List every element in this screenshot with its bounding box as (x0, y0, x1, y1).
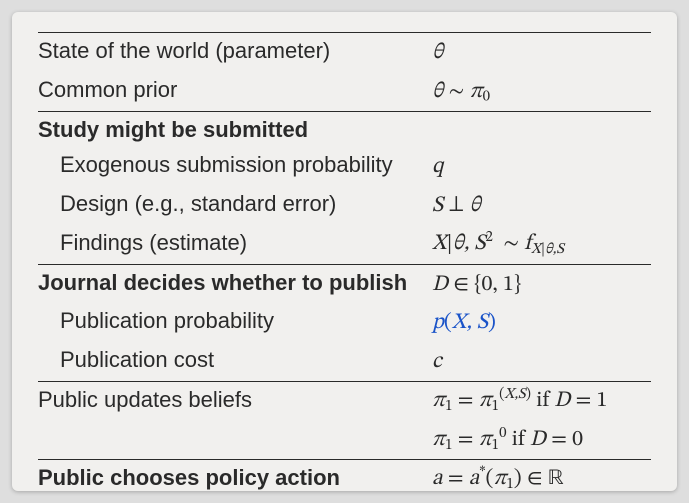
table-row: Design (e.g., standard error) S ⊥ θ (38, 186, 651, 225)
row-label: Public updates beliefs (38, 381, 418, 420)
row-value: θ (418, 33, 651, 72)
table-row: Public chooses policy action a = a*(π1) … (38, 459, 651, 498)
row-label: Utility (38, 499, 418, 503)
row-label: State of the world (parameter) (38, 33, 418, 72)
row-value: a = a*(π1) ∈ ℝ (418, 459, 651, 498)
table-row: Exogenous submission probability q (38, 147, 651, 186)
row-value: π1 = π1(X,S) if D = 1 (418, 381, 651, 420)
row-label: Public chooses policy action (38, 459, 418, 498)
row-value: U(a, θ) (418, 499, 651, 503)
row-value: S ⊥ θ (418, 186, 651, 225)
row-label (38, 421, 418, 460)
row-label: Publication cost (38, 342, 418, 381)
row-value: D ∈ {0, 1} (418, 264, 651, 303)
notation-table: State of the world (parameter) θ Common … (38, 32, 651, 503)
row-label: Exogenous submission probability (38, 147, 418, 186)
row-value: θ ∼ π0 (418, 72, 651, 111)
row-label: Study might be submitted (38, 111, 418, 147)
table-row: π1 = π10 if D = 0 (38, 421, 651, 460)
row-value: X|θ, S2 ∼ fX|θ,S (418, 225, 651, 264)
table-row: Common prior θ ∼ π0 (38, 72, 651, 111)
table-row: Study might be submitted (38, 111, 651, 147)
row-value: π1 = π10 if D = 0 (418, 421, 651, 460)
row-value: c (418, 342, 651, 381)
table-row: Publication probability p(X, S) (38, 303, 651, 342)
table-row: Journal decides whether to publish D ∈ {… (38, 264, 651, 303)
table-row: Public updates beliefs π1 = π1(X,S) if D… (38, 381, 651, 420)
row-label: Findings (estimate) (38, 225, 418, 264)
row-label: Design (e.g., standard error) (38, 186, 418, 225)
row-value: p(X, S) (418, 303, 651, 342)
row-value (418, 111, 651, 147)
table-row: Utility U(a, θ) (38, 499, 651, 503)
row-label: Common prior (38, 72, 418, 111)
table-row: Findings (estimate) X|θ, S2 ∼ fX|θ,S (38, 225, 651, 264)
slide-card: State of the world (parameter) θ Common … (12, 12, 677, 491)
row-value: q (418, 147, 651, 186)
table-row: Publication cost c (38, 342, 651, 381)
row-label: Journal decides whether to publish (38, 264, 418, 303)
table-row: State of the world (parameter) θ (38, 33, 651, 72)
row-label: Publication probability (38, 303, 418, 342)
